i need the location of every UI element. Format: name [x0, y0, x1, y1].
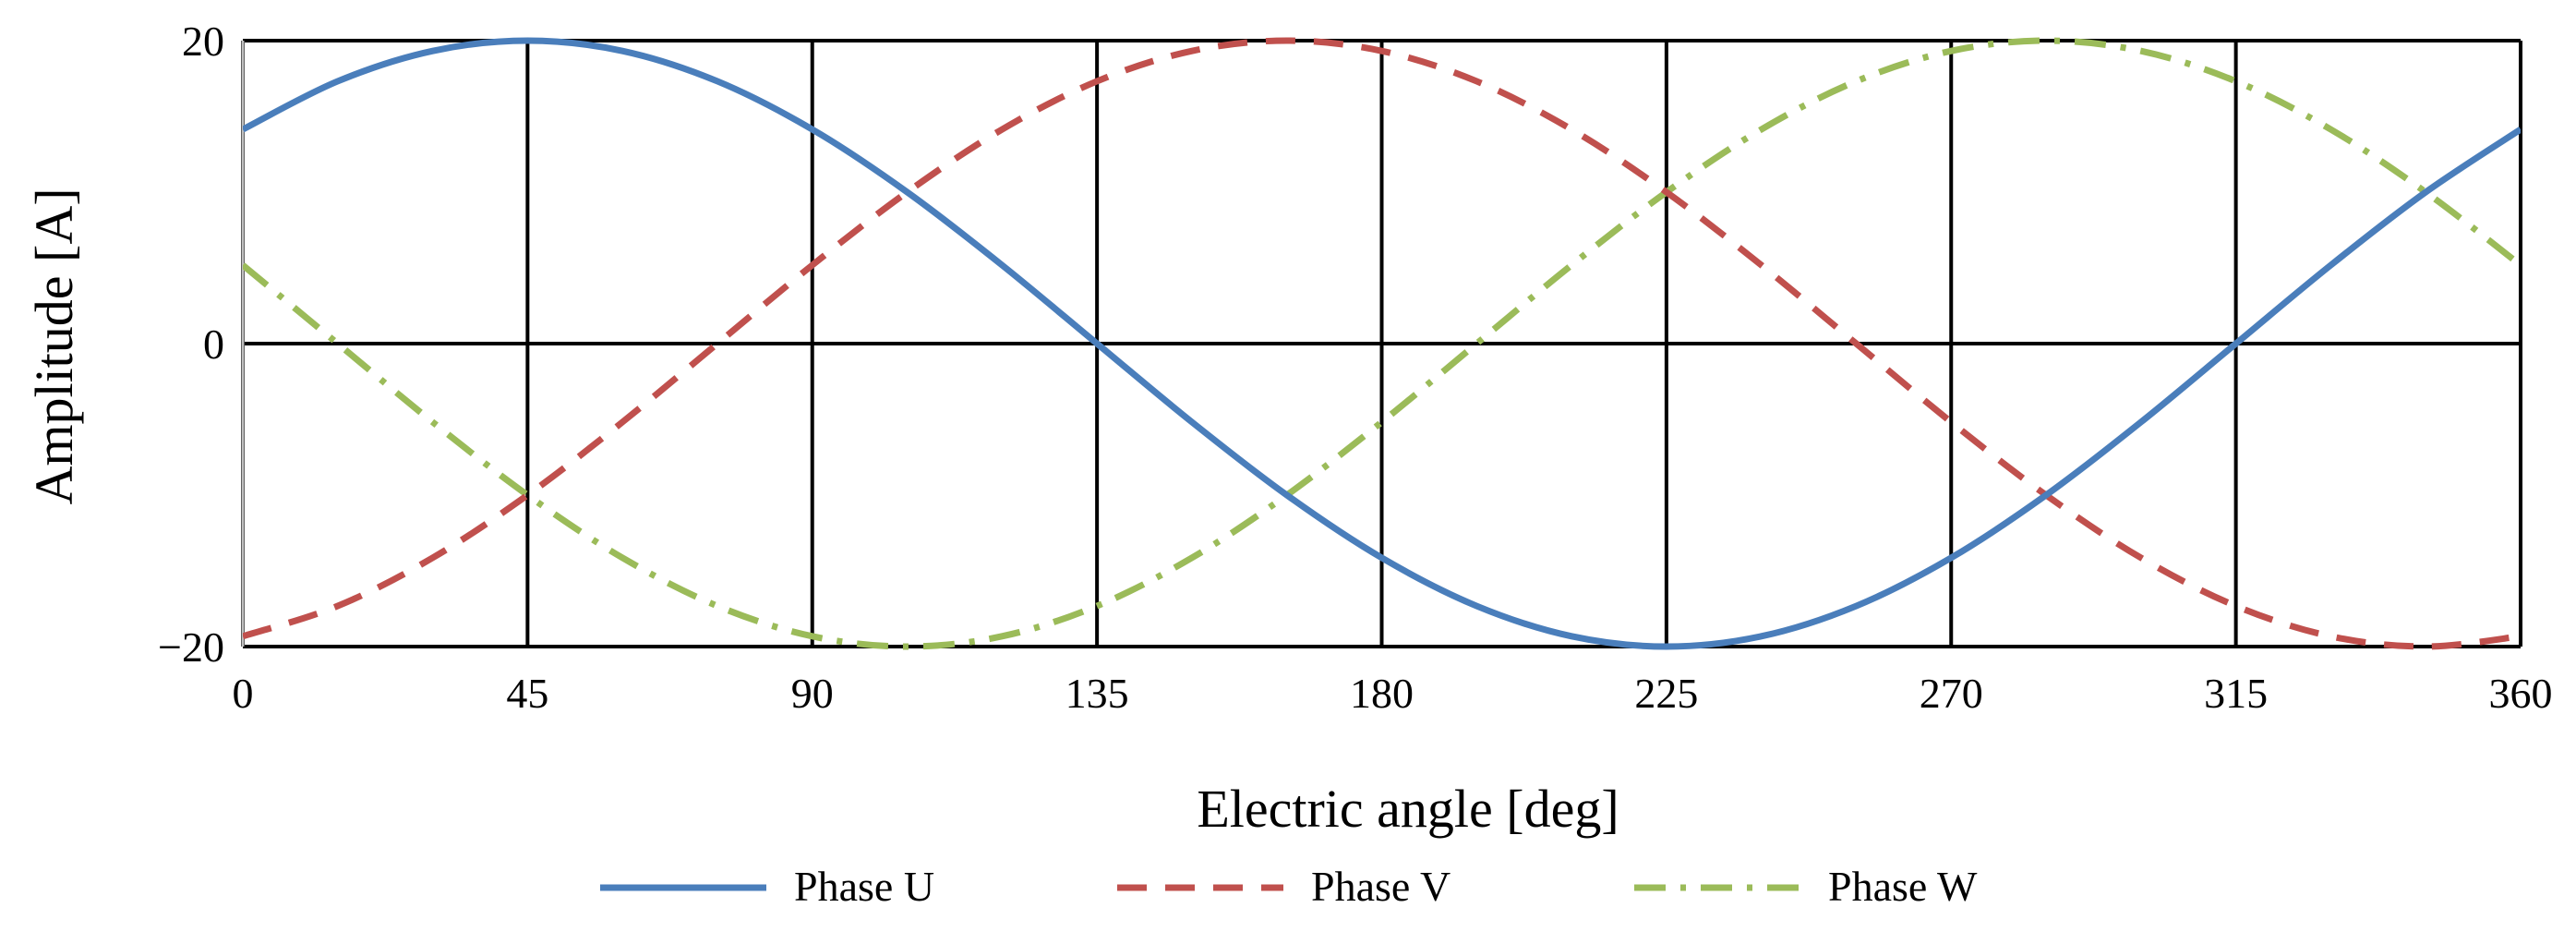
series-line-phase-u: [243, 37, 2521, 650]
grid-layer: [241, 39, 2522, 648]
legend-label-phase-u: Phase U: [794, 863, 934, 910]
x-tick-label-135: 135: [1065, 670, 1129, 717]
x-tick-label-315: 315: [2204, 670, 2268, 717]
legend-label-phase-w: Phase W: [1828, 863, 1978, 910]
series-line-phase-w: [243, 37, 2521, 650]
y-tick-label-20: 20: [182, 18, 224, 65]
x-axis-title: Electric angle [deg]: [1197, 779, 1619, 839]
series-layer: [243, 37, 2521, 650]
legend-label-phase-v: Phase V: [1311, 863, 1451, 910]
x-tick-label-90: 90: [791, 670, 834, 717]
x-tick-label-45: 45: [506, 670, 548, 717]
x-tick-label-225: 225: [1634, 670, 1698, 717]
y-tick-label-neg20: −20: [158, 623, 224, 671]
x-tick-label-360: 360: [2489, 670, 2553, 717]
x-tick-label-180: 180: [1350, 670, 1414, 717]
x-tick-label-270: 270: [1920, 670, 1983, 717]
y-axis-title: Amplitude [A]: [24, 188, 84, 504]
y-tick-label-0: 0: [203, 321, 224, 368]
x-tick-label-0: 0: [233, 670, 254, 717]
series-line-phase-v: [243, 37, 2521, 650]
legend: Phase U Phase V Phase W: [600, 863, 1978, 910]
